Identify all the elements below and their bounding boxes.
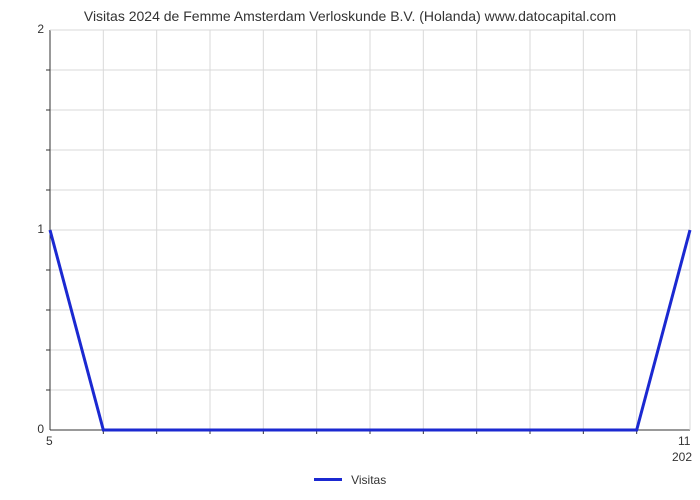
x-sub-label-right: 202	[672, 450, 692, 464]
y-tick-label: 1	[37, 222, 44, 236]
chart-container: Visitas 2024 de Femme Amsterdam Verlosku…	[0, 0, 700, 500]
legend-swatch	[314, 478, 342, 481]
y-tick-label: 2	[37, 22, 44, 36]
legend: Visitas	[0, 472, 700, 487]
legend-label: Visitas	[351, 473, 386, 487]
x-tick-label-right: 11	[678, 434, 690, 448]
plot-area	[50, 30, 690, 430]
y-tick-label: 0	[37, 422, 44, 436]
x-tick-label-left: 5	[46, 434, 53, 448]
chart-svg	[50, 30, 690, 430]
chart-title: Visitas 2024 de Femme Amsterdam Verlosku…	[0, 8, 700, 24]
